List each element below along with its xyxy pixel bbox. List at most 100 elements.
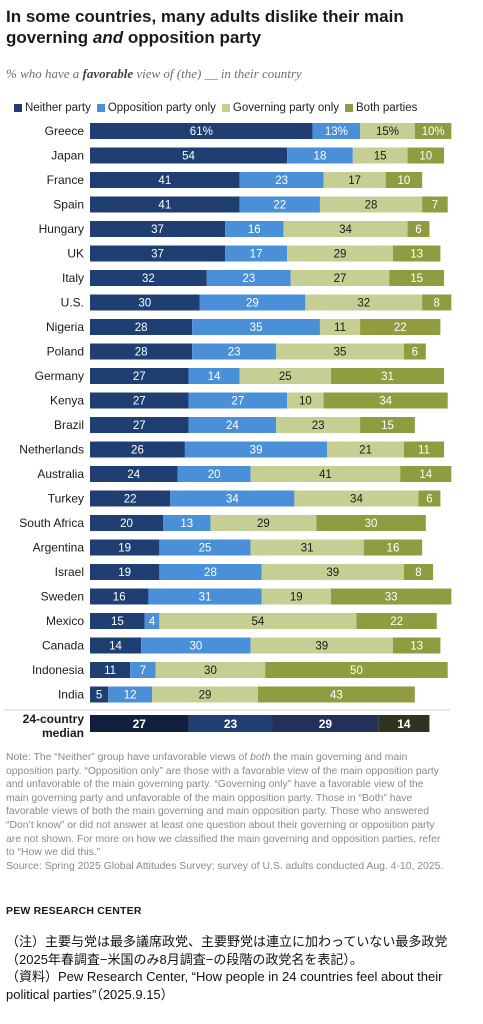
bar-japan-s0 bbox=[90, 147, 288, 164]
bar-mexico-s0 bbox=[90, 613, 145, 629]
value-label-france-s3: 10 bbox=[398, 175, 411, 187]
bar-south-africa-s1 bbox=[163, 515, 211, 531]
median-label-line1: 24-country bbox=[23, 712, 85, 726]
jp-source: （資料）Pew Research Center, “How people in … bbox=[6, 969, 443, 1002]
bar-canada-s3 bbox=[392, 637, 441, 654]
bar-nigeria-s1 bbox=[192, 319, 320, 335]
value-label-u-s-s1: 29 bbox=[246, 298, 259, 310]
value-label-netherlands-s3: 11 bbox=[418, 445, 430, 457]
value-label-sweden-s2: 19 bbox=[290, 592, 303, 604]
value-label-nigeria-s0: 28 bbox=[135, 322, 148, 334]
bar-netherlands-s2 bbox=[327, 441, 404, 458]
value-label-greece-s1: 13% bbox=[325, 126, 348, 138]
bar-poland-s0 bbox=[90, 343, 193, 360]
bar-japan-s1 bbox=[287, 147, 353, 164]
value-label-italy-s1: 23 bbox=[242, 273, 255, 285]
value-label-germany-s2: 25 bbox=[279, 371, 292, 383]
value-label-canada-s1: 30 bbox=[189, 641, 202, 653]
value-label-uk-s3: 13 bbox=[410, 249, 423, 261]
value-label-south-africa-s0: 20 bbox=[120, 518, 133, 530]
bar-turkey-s0 bbox=[90, 490, 171, 507]
brand-label: PEW RESEARCH CENTER bbox=[6, 905, 142, 917]
bar-turkey-s1 bbox=[170, 490, 295, 507]
bar-japan-s3 bbox=[407, 147, 445, 164]
bar-hungary-s3 bbox=[407, 221, 430, 237]
value-label-hungary-s1: 16 bbox=[248, 224, 261, 236]
legend-item-governing: Governing party only bbox=[221, 102, 339, 114]
value-label-u-s-s2: 32 bbox=[357, 298, 370, 310]
median-value-s3: 14 bbox=[397, 717, 411, 731]
japanese-notes: （注）主要与党は最多議席政党、主要野党は連立に加わっていない最多政党（2025年… bbox=[6, 933, 482, 1003]
bar-israel-s0 bbox=[90, 564, 160, 580]
bar-nigeria-s3 bbox=[360, 319, 441, 335]
value-label-canada-s3: 13 bbox=[410, 641, 423, 653]
value-label-australia-s1: 20 bbox=[208, 469, 221, 481]
country-label-netherlands: Netherlands bbox=[19, 443, 84, 457]
value-label-australia-s2: 41 bbox=[319, 469, 332, 481]
bar-spain-s0 bbox=[90, 196, 240, 213]
value-label-mexico-s0: 15 bbox=[111, 616, 124, 628]
value-label-germany-s1: 14 bbox=[208, 371, 221, 383]
value-label-japan-s2: 15 bbox=[374, 151, 387, 163]
country-label-argentina: Argentina bbox=[33, 541, 85, 555]
country-label-brazil: Brazil bbox=[54, 418, 84, 432]
bar-poland-s2 bbox=[276, 343, 404, 360]
value-label-greece-s0: 61% bbox=[190, 126, 213, 138]
value-label-indonesia-s3: 50 bbox=[350, 665, 363, 677]
median-bar-s0 bbox=[90, 715, 189, 732]
bar-israel-s3 bbox=[403, 564, 434, 580]
value-label-brazil-s0: 27 bbox=[133, 420, 146, 432]
value-label-italy-s2: 27 bbox=[334, 273, 347, 285]
value-label-australia-s3: 14 bbox=[419, 469, 432, 481]
bar-netherlands-s3 bbox=[403, 441, 445, 458]
value-label-argentina-s0: 19 bbox=[118, 543, 131, 555]
bar-australia-s1 bbox=[177, 466, 251, 482]
median-label-line2: median bbox=[42, 726, 84, 738]
bar-brazil-s0 bbox=[90, 417, 189, 433]
bar-hungary-s0 bbox=[90, 221, 226, 237]
bar-germany-s2 bbox=[239, 368, 331, 384]
bar-italy-s0 bbox=[90, 270, 207, 286]
value-label-greece-s2: 15% bbox=[376, 126, 399, 138]
value-label-argentina-s3: 16 bbox=[387, 543, 400, 555]
bar-kenya-s2 bbox=[287, 392, 324, 409]
bar-indonesia-s3 bbox=[265, 662, 448, 678]
bar-argentina-s0 bbox=[90, 539, 160, 556]
note-text: Note: The “Neither” group have unfavorab… bbox=[6, 752, 441, 859]
bar-hungary-s1 bbox=[225, 221, 284, 237]
legend-item-both: Both parties bbox=[345, 102, 417, 114]
country-label-kenya: Kenya bbox=[50, 394, 84, 408]
value-label-mexico-s2: 54 bbox=[252, 616, 265, 628]
value-label-sweden-s1: 31 bbox=[199, 592, 212, 604]
bar-spain-s3 bbox=[422, 196, 448, 213]
country-label-turkey: Turkey bbox=[48, 492, 84, 506]
chart-legend: Neither party Opposition party only Gove… bbox=[14, 101, 423, 115]
legend-item-opposition: Opposition party only bbox=[96, 102, 216, 114]
bar-brazil-s2 bbox=[276, 417, 361, 433]
bar-argentina-s1 bbox=[159, 539, 251, 556]
value-label-israel-s2: 39 bbox=[326, 567, 339, 579]
legend-swatch-neither bbox=[14, 104, 22, 112]
bar-south-africa-s2 bbox=[210, 515, 317, 531]
median-value-s0: 27 bbox=[133, 717, 147, 731]
value-label-greece-s3: 10% bbox=[422, 126, 445, 138]
value-label-spain-s0: 41 bbox=[158, 200, 171, 212]
value-label-argentina-s1: 25 bbox=[199, 543, 212, 555]
legend-item-neither: Neither party bbox=[14, 102, 91, 114]
median-value-s1: 23 bbox=[224, 717, 238, 731]
bar-sweden-s0 bbox=[90, 588, 149, 605]
bar-greece-s2 bbox=[360, 123, 415, 139]
value-label-kenya-s2: 10 bbox=[299, 396, 312, 408]
bar-sweden-s1 bbox=[148, 588, 262, 605]
bar-israel-s2 bbox=[261, 564, 404, 580]
bar-canada-s1 bbox=[141, 637, 251, 654]
country-label-greece: Greece bbox=[45, 124, 85, 138]
bar-india-s1 bbox=[108, 686, 153, 703]
bar-indonesia-s2 bbox=[155, 662, 266, 678]
bar-france-s3 bbox=[385, 172, 423, 188]
country-label-australia: Australia bbox=[37, 467, 84, 481]
country-label-italy: Italy bbox=[62, 271, 84, 285]
value-label-brazil-s2: 23 bbox=[312, 420, 325, 432]
value-label-nigeria-s2: 11 bbox=[334, 322, 346, 334]
value-label-south-africa-s3: 30 bbox=[365, 518, 378, 530]
